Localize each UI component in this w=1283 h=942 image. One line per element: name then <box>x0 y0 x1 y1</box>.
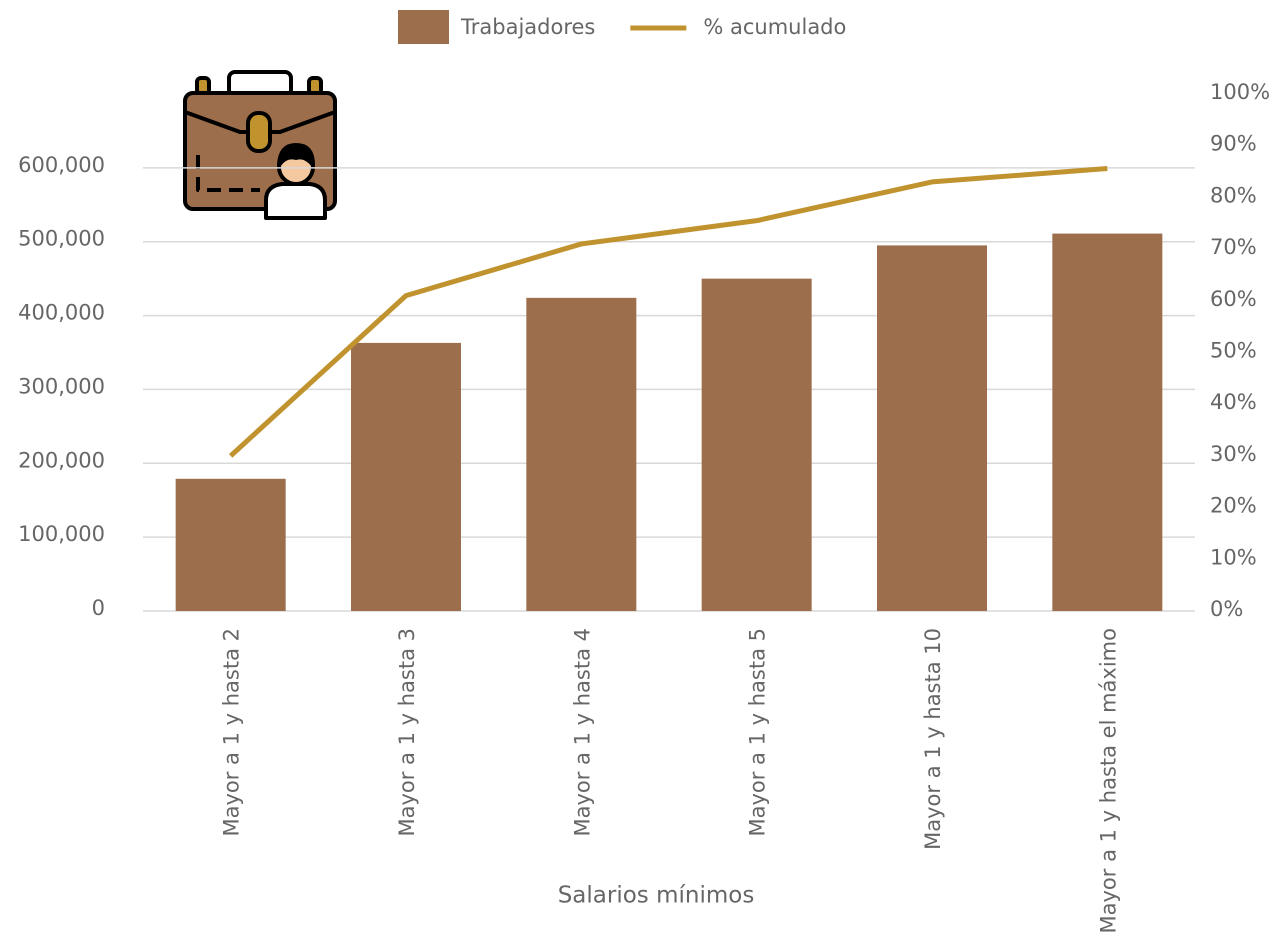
y2-tick-label: 80% <box>1210 183 1257 207</box>
bar <box>526 297 637 611</box>
y2-tick-label: 100% <box>1210 80 1270 104</box>
x-tick-label: Mayor a 1 y hasta 3 <box>395 628 419 837</box>
y-tick-label: 400,000 <box>18 301 105 325</box>
x-tick-label: Mayor a 1 y hasta 4 <box>570 628 594 837</box>
y-tick-label: 300,000 <box>18 374 105 398</box>
y-tick-label: 100,000 <box>18 522 105 546</box>
bar <box>1052 233 1163 611</box>
y2-tick-label: 60% <box>1210 287 1257 311</box>
y2-tick-label: 70% <box>1210 235 1257 259</box>
y2-tick-label: 90% <box>1210 132 1257 156</box>
y2-tick-label: 0% <box>1210 597 1243 621</box>
x-tick-label: Mayor a 1 y hasta 10 <box>921 628 945 850</box>
y-tick-label: 500,000 <box>18 227 105 251</box>
bar <box>877 245 987 611</box>
bar <box>351 342 461 611</box>
x-tick-label: Mayor a 1 y hasta 5 <box>746 628 770 837</box>
legend-label: % acumulado <box>703 15 846 39</box>
x-axis-title: Salarios mínimos <box>558 883 755 909</box>
y-tick-label: 200,000 <box>18 448 105 472</box>
briefcase-icon <box>183 70 337 220</box>
line <box>228 165 1108 458</box>
bar <box>701 278 812 611</box>
x-tick-label: Mayor a 1 y hasta el máximo <box>1096 628 1120 933</box>
bar <box>175 478 286 611</box>
y2-tick-label: 50% <box>1210 339 1257 363</box>
legend-label: Trabajadores <box>460 15 595 39</box>
legend-swatch <box>398 10 449 44</box>
y2-tick-label: 10% <box>1210 545 1257 569</box>
x-tick-label: Mayor a 1 y hasta 2 <box>220 628 244 837</box>
y-tick-label: 0 <box>92 596 105 620</box>
y2-tick-label: 30% <box>1210 442 1257 466</box>
y2-tick-label: 20% <box>1210 494 1257 518</box>
y-tick-label: 600,000 <box>18 153 105 177</box>
y2-tick-label: 40% <box>1210 390 1257 414</box>
